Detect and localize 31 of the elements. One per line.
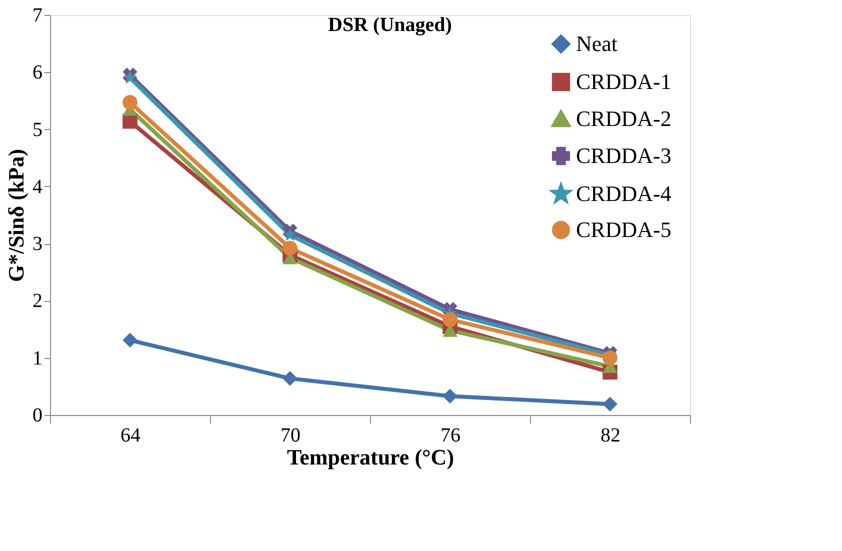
- legend-label: CRDDA-2: [576, 106, 672, 131]
- y-tick-label: 5: [32, 118, 42, 141]
- y-tick-label: 6: [32, 62, 42, 84]
- x-tick-label: 64: [120, 424, 140, 446]
- y-tick-label: 0: [32, 404, 42, 426]
- point: [602, 396, 618, 412]
- x-tick-label: 70: [280, 424, 300, 446]
- x-tick-label: 76: [440, 424, 460, 446]
- y-tick-label: 1: [32, 347, 42, 370]
- point: [282, 240, 298, 256]
- point: [282, 371, 298, 386]
- legend-label: CRDDA-1: [576, 69, 672, 94]
- legend-label: CRDDA-3: [576, 143, 672, 168]
- point: [282, 228, 298, 242]
- point: [442, 312, 458, 327]
- chart-title: DSR (Unaged): [328, 14, 452, 36]
- y-tick-label: 4: [32, 176, 42, 198]
- point: [122, 332, 138, 348]
- point: [442, 388, 458, 404]
- y-axis-title: G*/Sinδ (kPa): [4, 148, 28, 282]
- y-tick-label: 3: [32, 233, 42, 256]
- x-axis-title: Temperature (°C): [286, 444, 454, 470]
- point: [602, 350, 618, 366]
- x-tick-label: 82: [600, 424, 620, 446]
- legend-label: CRDDA-5: [576, 217, 672, 242]
- legend-label: CRDDA-4: [576, 181, 672, 206]
- legend-label: Neat: [576, 31, 618, 56]
- point: [122, 95, 138, 110]
- point: [122, 114, 138, 129]
- y-tick-label: 7: [32, 4, 42, 26]
- y-tick-label: 2: [32, 290, 42, 312]
